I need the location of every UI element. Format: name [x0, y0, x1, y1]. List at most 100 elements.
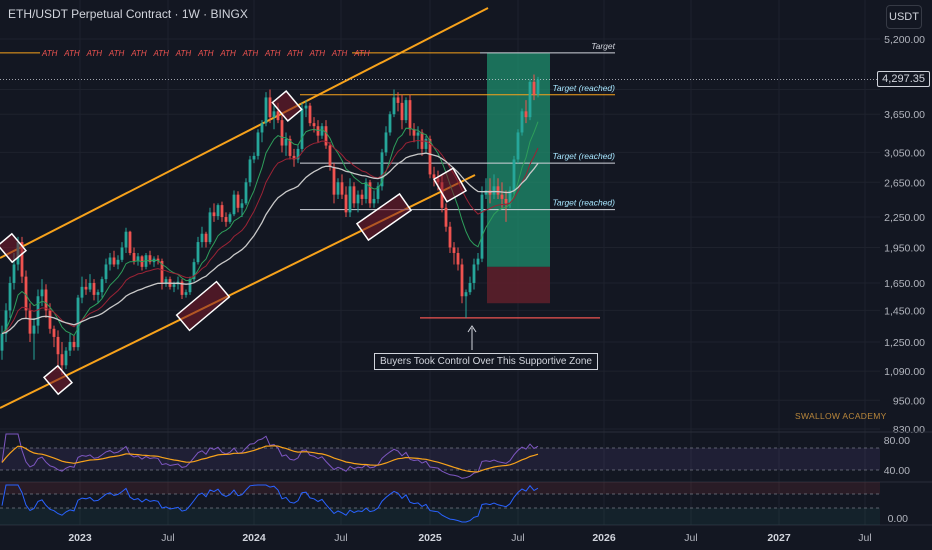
candle-body	[200, 233, 204, 243]
candle-body	[452, 247, 456, 253]
candle-body	[136, 256, 140, 261]
price-axis-label: 1,250.00	[884, 337, 925, 349]
candle-body	[476, 258, 480, 265]
time-axis-label: 2027	[767, 532, 791, 544]
time-axis-label: 2025	[418, 532, 442, 544]
candle-body	[384, 132, 388, 153]
target-label: Target (reached)	[552, 151, 615, 161]
candle-body	[208, 212, 212, 243]
time-axis-label: Jul	[858, 532, 871, 544]
candle-body	[332, 166, 336, 195]
candle-body	[372, 198, 376, 204]
candle-body	[348, 186, 352, 213]
ema-slow-line	[1, 139, 539, 335]
candle-body	[404, 100, 408, 121]
candle-body	[360, 194, 364, 199]
candle-body	[340, 182, 344, 195]
candle-body	[52, 328, 56, 337]
target-label: Target (reached)	[552, 198, 615, 208]
candle-body	[184, 292, 188, 295]
candle-body	[96, 292, 100, 295]
candle-body	[260, 123, 264, 133]
candle-body	[300, 108, 304, 149]
candle-body	[516, 132, 520, 160]
currency-selector-button[interactable]: USDT	[886, 5, 922, 29]
candle-body	[344, 194, 348, 213]
candle-body	[292, 155, 296, 160]
last-price-tag: 4,297.35	[877, 71, 930, 87]
time-axis-label: Jul	[161, 532, 174, 544]
candle-body	[164, 279, 168, 283]
candle-body	[88, 282, 92, 290]
candle-body	[172, 284, 176, 287]
price-axis-label: 3,050.00	[884, 147, 925, 159]
candle-body	[456, 252, 460, 265]
candle-body	[40, 289, 44, 297]
candle-body	[144, 255, 148, 267]
candle-body	[36, 296, 40, 326]
candle-body	[480, 194, 484, 259]
annotation-arrow-head	[467, 325, 477, 333]
candle-body	[84, 286, 88, 290]
candle-body	[312, 123, 316, 127]
candle-body	[192, 262, 196, 280]
candle-body	[112, 257, 116, 265]
time-axis-label: Jul	[684, 532, 697, 544]
target-label: Target	[591, 41, 615, 51]
candle-body	[392, 97, 396, 115]
ath-label: ATH	[264, 49, 281, 58]
candle-body	[428, 138, 432, 175]
time-axis-label: 2023	[68, 532, 92, 544]
candle-body	[324, 126, 328, 146]
candle-body	[280, 120, 284, 146]
candle-body	[76, 297, 80, 348]
support-annotation: Buyers Took Control Over This Supportive…	[374, 353, 598, 370]
candle-body	[364, 182, 368, 199]
candle-body	[468, 282, 472, 293]
time-axis-label: 2026	[592, 532, 616, 544]
candle-body	[212, 212, 216, 217]
stop-zone	[487, 266, 550, 304]
ath-label: ATH	[353, 49, 370, 58]
candle-body	[412, 129, 416, 136]
price-axis-label: 950.00	[893, 395, 925, 407]
rsi-axis-label: 40.00	[884, 465, 910, 477]
ath-label: ATH	[153, 49, 170, 58]
candle-body	[276, 111, 280, 121]
candle-body	[188, 279, 192, 293]
candle-body	[504, 198, 508, 204]
price-axis-label: 830.00	[893, 424, 925, 436]
candle-body	[396, 97, 400, 103]
candle-body	[272, 111, 276, 118]
ath-label: ATH	[108, 49, 125, 58]
candle-body	[328, 145, 332, 167]
candle-body	[512, 159, 516, 191]
candle-body	[236, 194, 240, 208]
candle-body	[528, 81, 532, 118]
time-axis-label: Jul	[511, 532, 524, 544]
candle-body	[448, 226, 452, 248]
stoch-line	[1, 484, 539, 523]
candle-body	[296, 148, 300, 160]
candle-body	[0, 333, 4, 351]
channel-upper-line	[0, 7, 489, 259]
candle-body	[268, 97, 272, 118]
candle-body	[264, 97, 268, 124]
candle-body	[464, 292, 468, 297]
candle-body	[224, 217, 228, 222]
candle-body	[460, 264, 464, 297]
candle-body	[520, 111, 524, 133]
ath-label: ATH	[175, 49, 192, 58]
candle-body	[204, 233, 208, 243]
price-axis-label: 1,950.00	[884, 242, 925, 254]
candle-body	[388, 114, 392, 133]
ath-label: ATH	[86, 49, 103, 58]
ath-label: ATH	[219, 49, 236, 58]
price-axis-label: 1,090.00	[884, 366, 925, 378]
candle-body	[48, 310, 52, 329]
candle-body	[440, 182, 444, 208]
rsi-band	[0, 448, 880, 470]
candle-body	[500, 194, 504, 199]
ma-long-line	[1, 152, 539, 335]
